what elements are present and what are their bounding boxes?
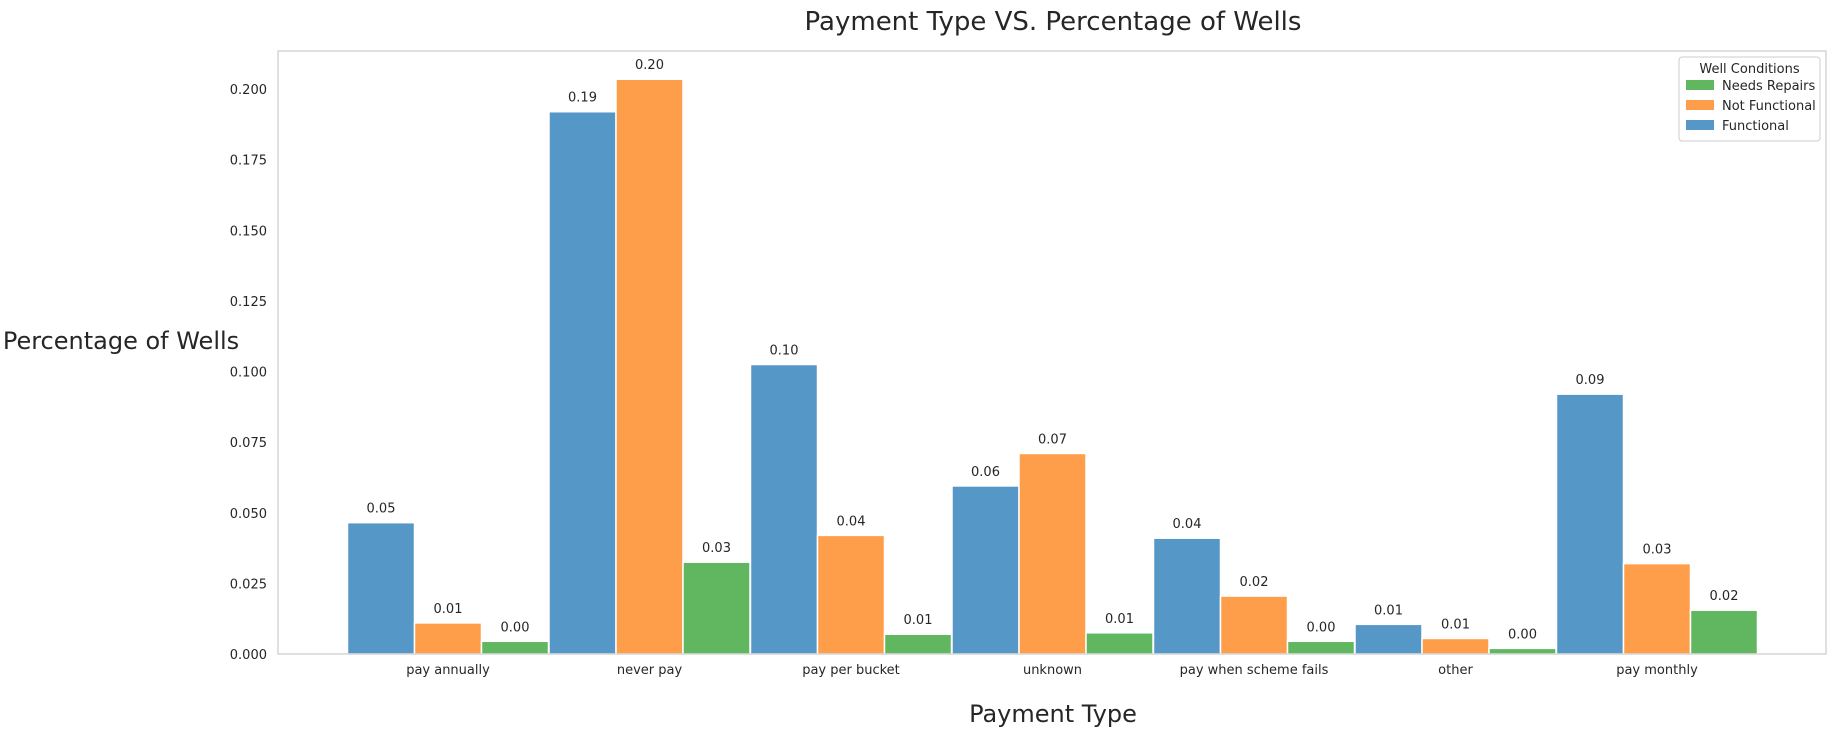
y-tick-label: 0.125: [230, 295, 267, 310]
data-label-functional: 0.19: [568, 91, 597, 106]
data-label-needs-repairs: 0.00: [501, 620, 530, 635]
data-label-functional: 0.10: [770, 344, 799, 359]
bar-not-functional: [1421, 637, 1490, 655]
data-label-not-functional: 0.01: [1441, 617, 1470, 632]
bar-needs-repairs: [1488, 647, 1557, 655]
y-tick-label: 0.050: [230, 507, 267, 522]
bar-needs-repairs: [883, 633, 953, 655]
bar-needs-repairs: [1286, 640, 1356, 655]
y-tick-label: 0.175: [230, 154, 267, 169]
data-label-not-functional: 0.04: [837, 514, 866, 529]
y-tick-label: 0.025: [230, 577, 267, 592]
y-tick-label: 0.000: [230, 648, 267, 663]
data-label-needs-repairs: 0.00: [1508, 627, 1537, 642]
data-label-needs-repairs: 0.03: [702, 541, 731, 556]
data-label-needs-repairs: 0.02: [1710, 589, 1739, 604]
bar-needs-repairs: [682, 561, 751, 655]
bar-not-functional: [1018, 452, 1087, 655]
x-axis-ticks: pay annually never pay pay per bucket unkno…: [406, 663, 1698, 678]
bar-functional: [1555, 393, 1625, 655]
bar-functional: [548, 110, 617, 655]
data-labels-layer: 0.05 0.01 0.00 0.19 0.20 0.03 0.10 0.04 0.01 0.06…: [367, 58, 1739, 642]
y-axis-ticks: 0.000 0.025 0.050 0.075 0.100 0.125 0.150 0.175…: [230, 83, 267, 663]
legend-swatch-not-functional: [1686, 100, 1714, 110]
bar-functional: [1152, 537, 1222, 655]
bar-not-functional: [413, 622, 483, 655]
legend-title: Well Conditions: [1699, 62, 1799, 77]
data-label-not-functional: 0.07: [1038, 432, 1067, 447]
legend-swatch-functional: [1686, 120, 1714, 130]
x-tick-label: unknown: [1023, 663, 1082, 678]
y-tick-label: 0.075: [230, 436, 267, 451]
x-tick-label: pay annually: [406, 663, 490, 678]
plot-frame: [277, 50, 1827, 655]
y-axis-title: Percentage of Wells: [3, 327, 239, 355]
bar-not-functional: [1219, 595, 1289, 655]
bar-functional: [1354, 623, 1423, 655]
legend-item-needs-repairs: Needs Repairs: [1722, 79, 1815, 94]
bar-functional: [749, 363, 819, 655]
data-label-functional: 0.05: [367, 502, 396, 517]
bar-not-functional: [1622, 562, 1692, 655]
x-tick-label: other: [1438, 663, 1473, 678]
legend: Well Conditions Needs Repairs Not Function…: [1678, 56, 1821, 142]
data-label-functional: 0.04: [1173, 517, 1202, 532]
x-tick-label: pay per bucket: [802, 663, 900, 678]
x-tick-label: pay monthly: [1616, 663, 1698, 678]
data-label-needs-repairs: 0.01: [904, 613, 933, 628]
data-label-functional: 0.06: [971, 465, 1000, 480]
y-tick-label: 0.150: [230, 224, 267, 239]
bar-not-functional: [816, 534, 886, 655]
bar-functional: [346, 521, 416, 655]
x-axis-title: Payment Type: [969, 700, 1137, 728]
data-label-not-functional: 0.01: [434, 602, 463, 617]
bar-needs-repairs: [1085, 632, 1154, 655]
data-label-needs-repairs: 0.00: [1307, 620, 1336, 635]
legend-item-not-functional: Not Functional: [1722, 99, 1816, 114]
bar-needs-repairs: [1689, 609, 1759, 655]
data-label-not-functional: 0.20: [635, 58, 664, 73]
data-label-not-functional: 0.02: [1240, 575, 1269, 590]
y-tick-label: 0.100: [230, 366, 267, 381]
legend-item-functional: Functional: [1722, 119, 1789, 134]
legend-swatch-needs-repairs: [1686, 80, 1714, 90]
legend-frame: [1678, 56, 1821, 142]
bar-needs-repairs: [480, 640, 550, 655]
data-label-needs-repairs: 0.01: [1105, 612, 1134, 627]
chart-title: Payment Type VS. Percentage of Wells: [805, 7, 1302, 37]
x-tick-label: pay when scheme fails: [1180, 663, 1329, 678]
data-label-not-functional: 0.03: [1643, 543, 1672, 558]
bars-layer: [346, 78, 1759, 655]
data-label-functional: 0.09: [1576, 373, 1605, 388]
bar-not-functional: [615, 78, 684, 655]
x-tick-label: never pay: [617, 663, 683, 678]
bar-functional: [951, 485, 1020, 655]
data-label-functional: 0.01: [1374, 603, 1403, 618]
y-tick-label: 0.200: [230, 83, 267, 98]
